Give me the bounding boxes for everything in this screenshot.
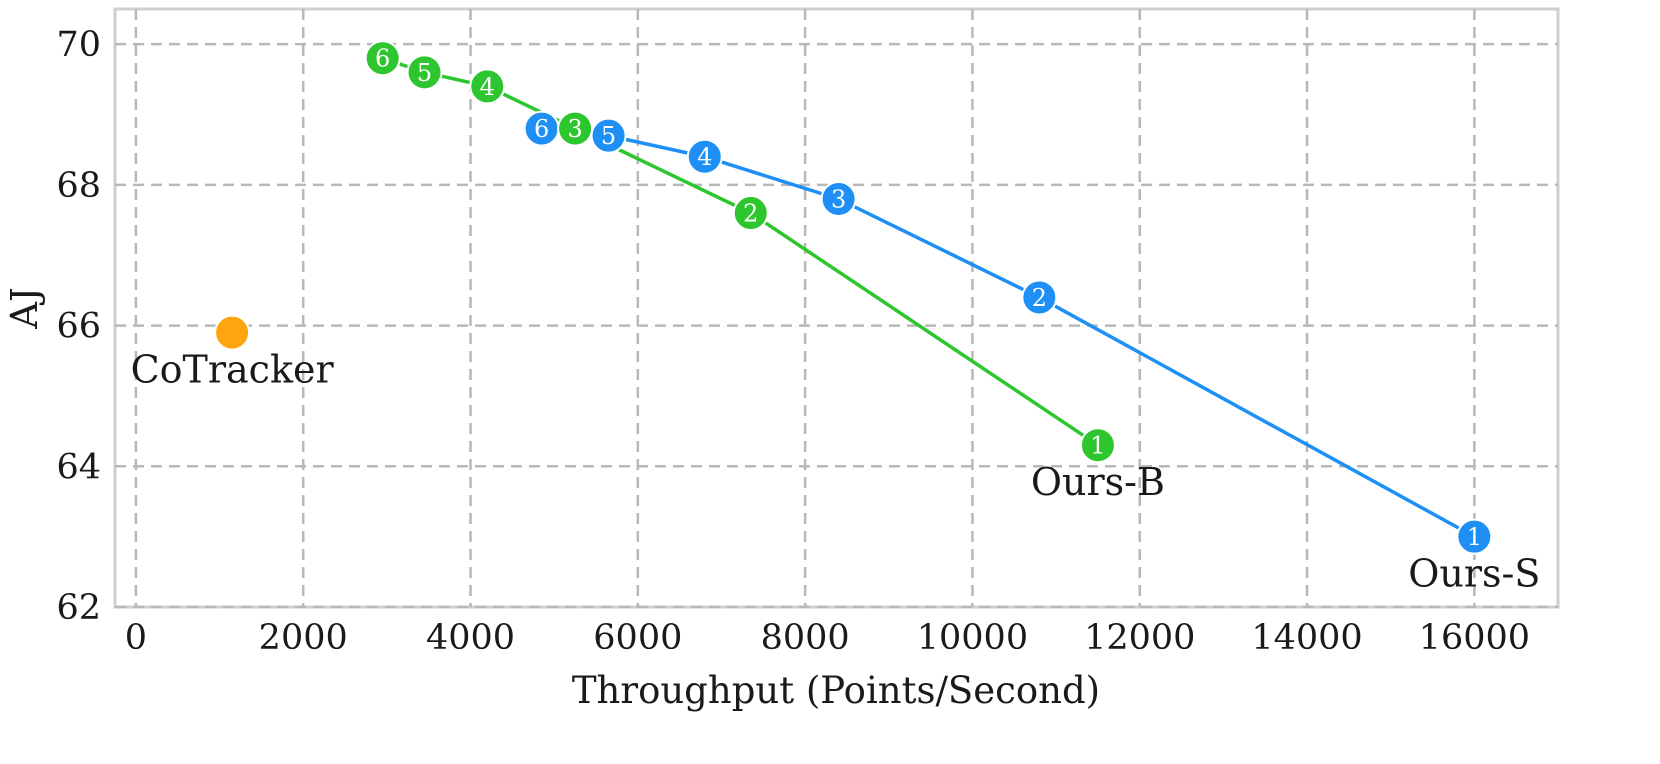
point-marker-ours-s <box>1021 279 1058 316</box>
point-marker-ours-b <box>732 195 769 232</box>
x-tick-label: 14000 <box>1251 618 1362 658</box>
point-marker-cotracker <box>214 314 251 351</box>
point-label-ours-s: 2 <box>1032 284 1047 312</box>
x-tick-label: 2000 <box>259 618 348 658</box>
point-marker-ours-b <box>364 40 401 77</box>
point-label-ours-b: 1 <box>1090 432 1105 460</box>
y-tick-label: 62 <box>56 588 101 628</box>
x-axis-title: Throughput (Points/Second) <box>572 669 1100 712</box>
y-axis-title: AJ <box>3 287 46 330</box>
annotation-label: Ours-B <box>1031 460 1165 504</box>
point-label-ours-b: 3 <box>567 115 582 143</box>
plot-frame <box>113 7 1560 609</box>
point-label-ours-b: 4 <box>480 73 495 101</box>
point-marker-ours-b <box>469 68 506 105</box>
point-label-ours-b: 2 <box>743 200 758 228</box>
point-marker-ours-b <box>1079 427 1116 464</box>
point-label-ours-b: 6 <box>375 45 390 73</box>
x-tick-label: 0 <box>125 618 147 658</box>
point-marker-ours-s <box>686 138 723 175</box>
x-tick-label: 8000 <box>761 618 850 658</box>
y-tick-label: 64 <box>56 447 101 487</box>
annotation-label: Ours-S <box>1408 552 1540 596</box>
x-tick-label: 12000 <box>1084 618 1195 658</box>
point-marker-ours-b <box>406 54 443 91</box>
y-tick-labels: 62 64 66 68 70 <box>56 25 101 628</box>
x-tick-label: 10000 <box>917 618 1028 658</box>
annotation-label: CoTracker <box>131 348 335 392</box>
y-tick-label: 66 <box>56 307 101 347</box>
point-label-ours-b: 5 <box>417 59 432 87</box>
y-tick-label: 68 <box>56 166 101 206</box>
point-label-ours-s: 3 <box>831 185 846 213</box>
point-marker-ours-s <box>1456 518 1493 555</box>
x-tick-label: 4000 <box>426 618 515 658</box>
point-label-ours-s: 1 <box>1467 523 1482 551</box>
y-tick-label: 70 <box>56 25 101 65</box>
x-tick-labels: 0 2000 4000 6000 8000 10000 12000 14000 16000 <box>125 618 1530 658</box>
point-label-ours-s: 6 <box>534 115 549 143</box>
x-tick-label: 16000 <box>1419 618 1530 658</box>
annotations: CoTracker Ours-B Ours-S <box>131 348 1541 596</box>
x-tick-label: 6000 <box>593 618 682 658</box>
point-label-ours-s: 5 <box>601 122 616 150</box>
point-label-ours-s: 4 <box>697 143 712 171</box>
point-marker-ours-b <box>557 110 594 147</box>
point-marker-ours-s <box>820 180 857 217</box>
